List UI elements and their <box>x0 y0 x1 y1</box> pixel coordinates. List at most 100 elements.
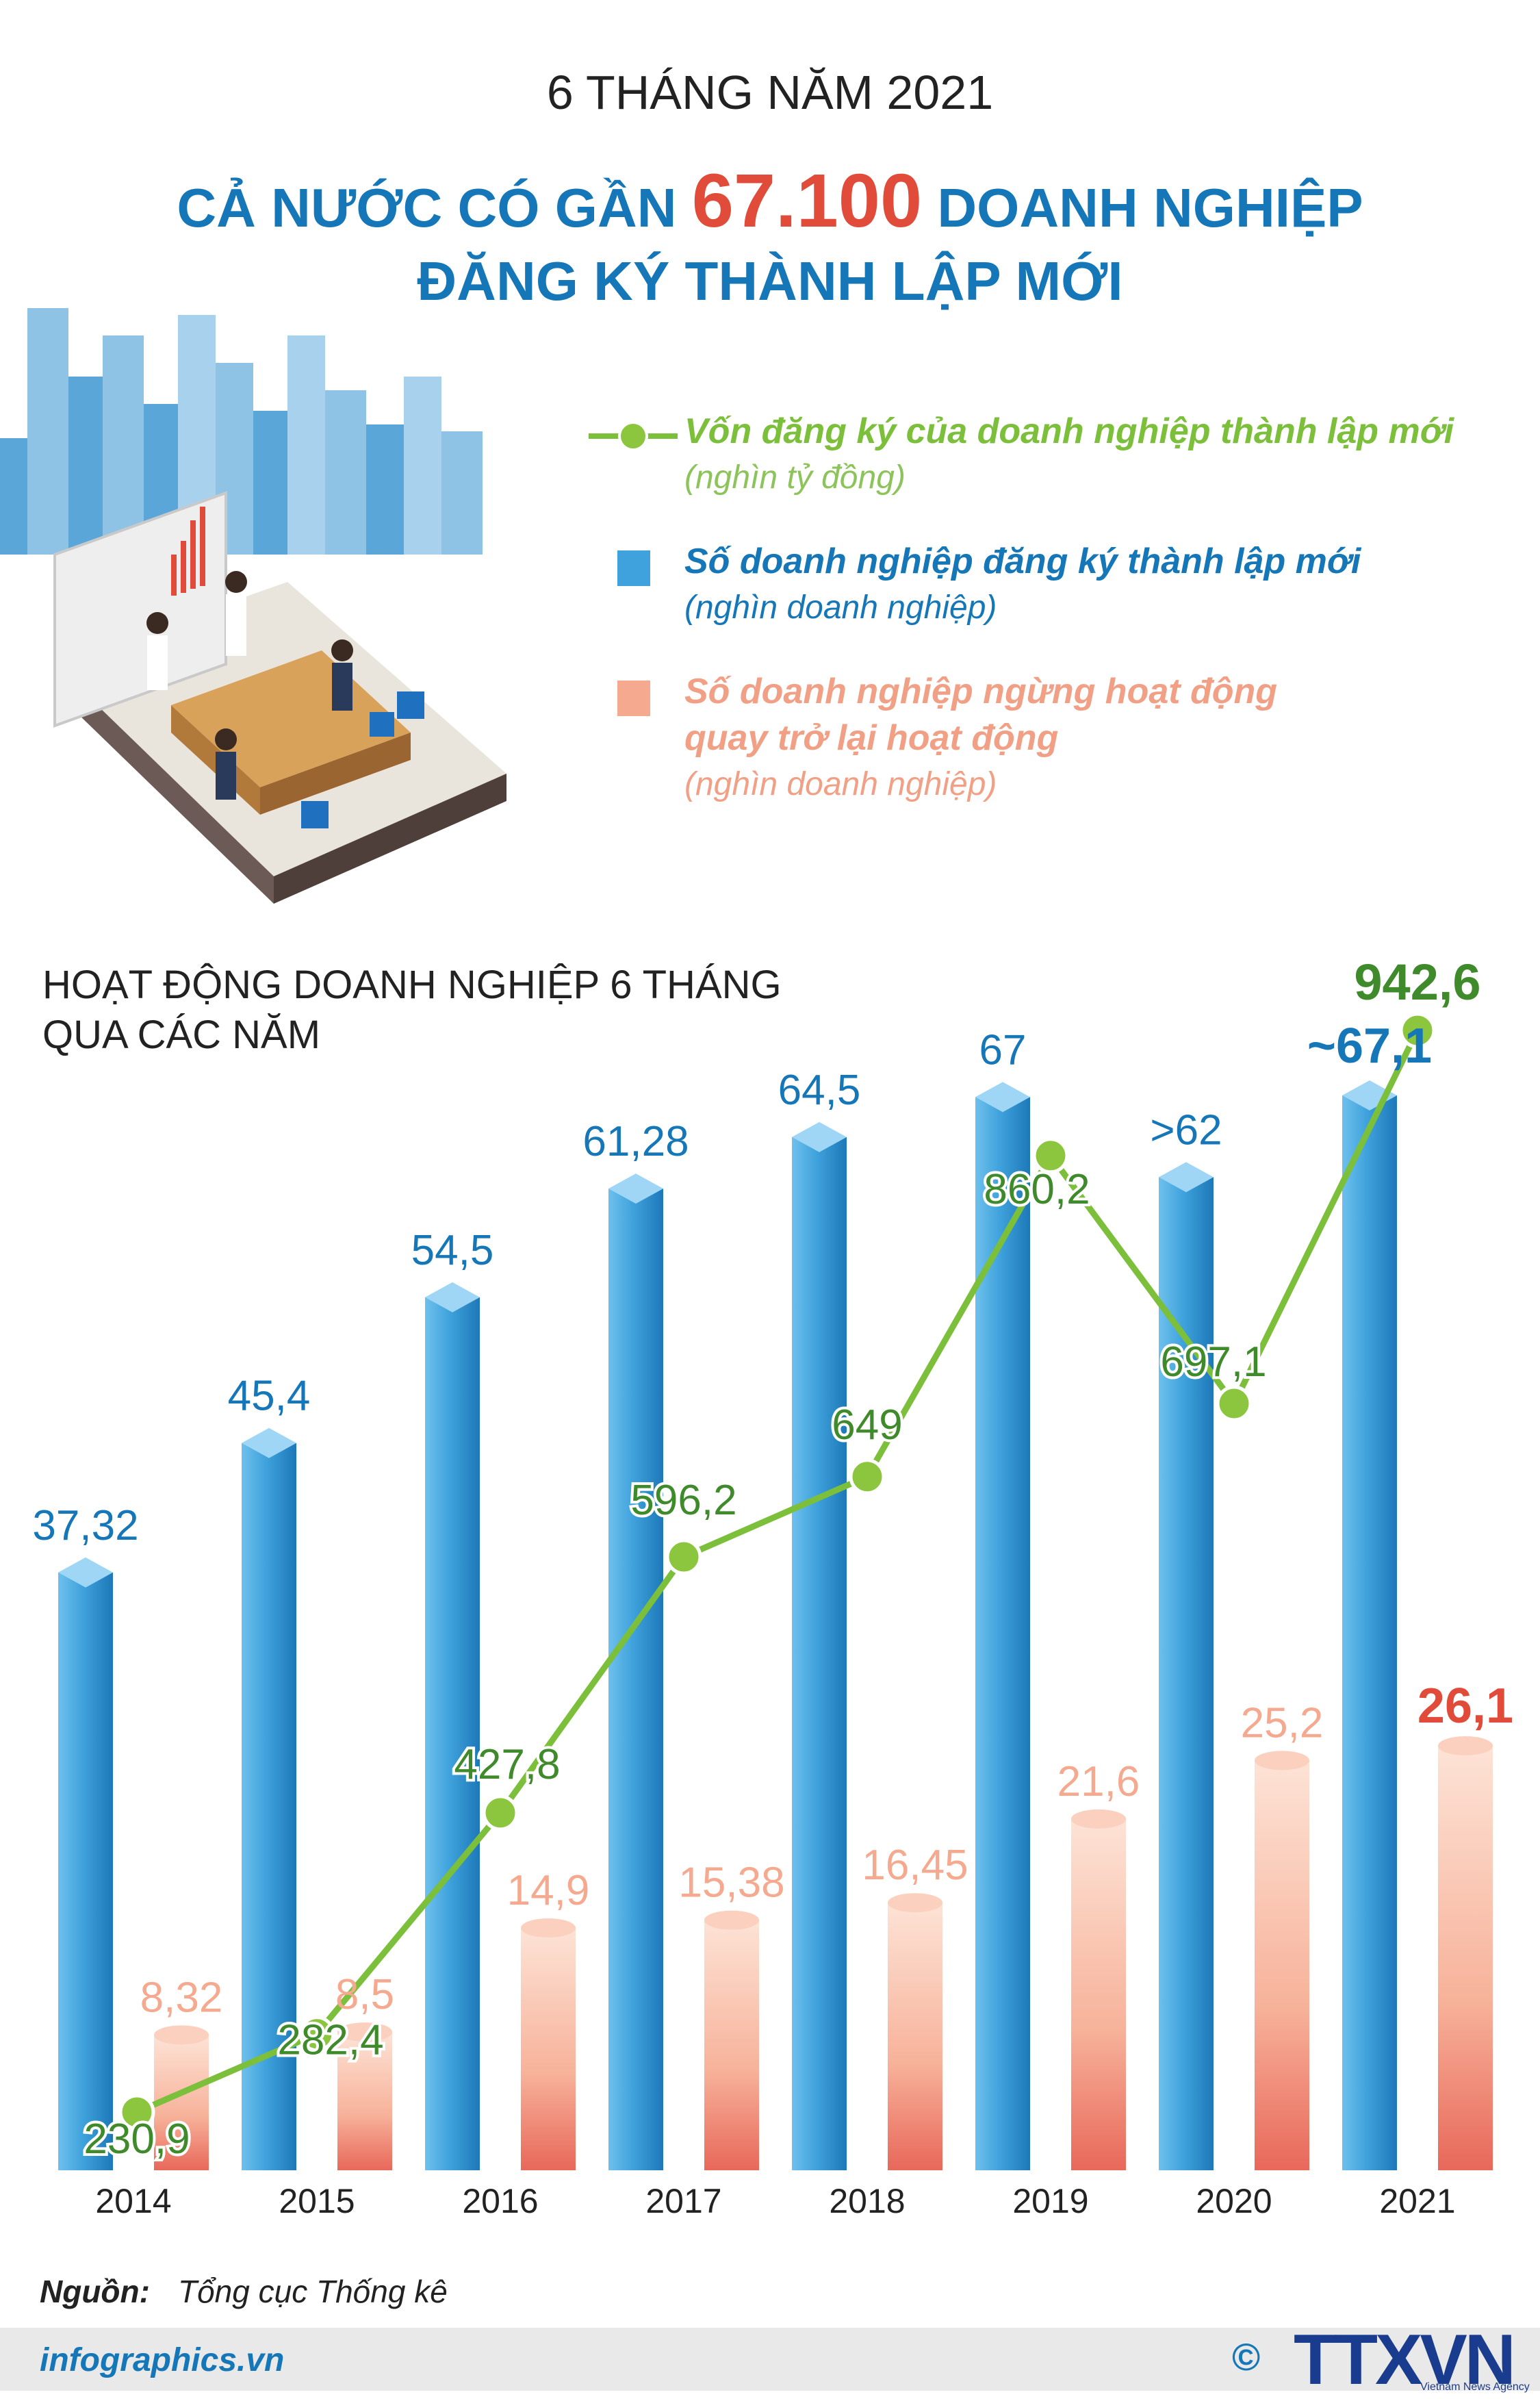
bar-blue-top-2015 <box>242 1427 296 1458</box>
label-blue-2020: >62 <box>1150 1106 1222 1154</box>
headline-line2: ĐĂNG KÝ THÀNH LẬP MỚI <box>417 251 1123 312</box>
headline: CẢ NƯỚC CÓ GẦN 67.100 DOANH NGHIỆP <box>0 157 1540 244</box>
site-link[interactable]: infographics.vn <box>40 2342 285 2378</box>
label-pink-2018: 16,45 <box>862 1842 968 1889</box>
capital-point-2014 <box>118 2094 155 2131</box>
label-pink-2015: 8,5 <box>335 1971 394 2018</box>
tick-label-2021: 2021 <box>1379 2182 1455 2220</box>
capital-point-2016 <box>482 1794 519 1831</box>
bar-blue-2016 <box>425 1297 480 2170</box>
label-capital-2015: 282,4 <box>277 2017 383 2064</box>
label-pink-2017: 15,38 <box>678 1859 784 1907</box>
capital-point-2017 <box>665 1538 702 1575</box>
bar-blue-top-2020 <box>1159 1162 1214 1193</box>
capital-point-2021 <box>1399 1012 1436 1049</box>
label-blue-2021: ~67,1 <box>1307 1019 1432 1074</box>
label-capital-2020: 697,1 <box>1160 1338 1266 1386</box>
label-capital-2017: 596,2 <box>630 1477 736 1524</box>
bar-pink-top-2021 <box>1438 1736 1493 1755</box>
bar-pink-2016 <box>521 1928 576 2170</box>
tick-label-2015: 2015 <box>279 2182 355 2220</box>
bar-pink-top-2017 <box>704 1910 759 1930</box>
tick-label-2020: 2020 <box>1196 2182 1272 2220</box>
chart-title-line2: QUA CÁC NĂM <box>42 1013 321 1057</box>
label-capital-2014: 230,9 <box>84 2116 190 2163</box>
supertitle: 6 THÁNG NĂM 2021 <box>546 66 994 119</box>
bar-blue-2018 <box>792 1136 847 2170</box>
headline-pre: CẢ NƯỚC CÓ GẦN <box>177 177 692 238</box>
data-labels: 37,32 8,32 45,4 8,5 54,5 14,9 61,28 15,38 64,5 16… <box>32 954 1513 2165</box>
bars-blue <box>58 1080 1397 2170</box>
footer-bar <box>0 2328 1540 2391</box>
source-label: Nguồn: <box>40 2274 150 2309</box>
legend-blue-unit: (nghìn doanh nghiệp) <box>684 589 997 626</box>
label-capital-2019: 860,2 <box>984 1166 1090 1213</box>
label-capital-2016: 427,8 <box>454 1741 560 1788</box>
bar-pink-2019 <box>1071 1818 1126 2170</box>
capital-point-2019 <box>1032 1137 1069 1174</box>
bar-pink-2018 <box>888 1903 942 2170</box>
tick-label-2019: 2019 <box>1012 2182 1088 2220</box>
capital-line <box>118 1012 1436 2131</box>
bar-blue-2020 <box>1159 1177 1214 2170</box>
capital-point-2015 <box>298 2016 335 2053</box>
label-blue-2017: 61,28 <box>582 1118 689 1165</box>
capital-point-2020 <box>1216 1385 1253 1422</box>
bar-blue-top-2014 <box>58 1557 113 1588</box>
legend-blue-title: Số doanh nghiệp đăng ký thành lập mới <box>684 542 1361 581</box>
label-blue-2014: 37,32 <box>32 1502 138 1549</box>
capital-point-2018 <box>849 1458 886 1495</box>
bar-blue-top-2019 <box>975 1082 1030 1113</box>
bar-pink-2021 <box>1438 1746 1493 2170</box>
capital-line-path <box>136 1029 1421 2116</box>
chairs <box>301 691 424 828</box>
board-chart <box>171 507 205 596</box>
legend-pink-swatch <box>617 681 650 716</box>
bar-blue-2014 <box>58 1572 113 2170</box>
agency-logo: TTXVN <box>1294 2320 1516 2400</box>
label-pink-2021: 26,1 <box>1417 1679 1513 1733</box>
tick-label-2014: 2014 <box>95 2182 171 2220</box>
label-pink-2016: 14,9 <box>507 1867 590 1914</box>
chart-title: HOẠT ĐỘNG DOANH NGHIỆP 6 THÁNG <box>42 963 782 1007</box>
label-blue-2018: 64,5 <box>778 1067 861 1114</box>
bar-pink-top-2019 <box>1071 1809 1126 1829</box>
bar-blue-2017 <box>608 1189 663 2170</box>
label-blue-2016: 54,5 <box>411 1227 494 1274</box>
headline-post: DOANH NGHIỆP <box>922 177 1363 238</box>
bar-pink-top-2018 <box>888 1893 942 1913</box>
office-illustration <box>0 308 506 904</box>
legend-line-swatch <box>589 421 678 451</box>
legend-line-title: Vốn đăng ký của doanh nghiệp thành lập m… <box>684 411 1454 451</box>
bar-pink-top-2015 <box>337 2022 392 2042</box>
bar-pink-top-2020 <box>1255 1751 1309 1770</box>
label-pink-2014: 8,32 <box>140 1974 223 2021</box>
legend-pink-title-line2: quay trở lại hoạt động <box>684 718 1059 758</box>
bar-blue-2021 <box>1342 1095 1397 2170</box>
label-pink-2019: 21,6 <box>1057 1758 1140 1805</box>
bar-blue-top-2017 <box>608 1173 663 1204</box>
label-pink-2020: 25,2 <box>1241 1699 1324 1746</box>
bar-pink-top-2016 <box>521 1918 576 1938</box>
bar-blue-2019 <box>975 1097 1030 2170</box>
headline-number: 67.100 <box>691 159 923 243</box>
label-capital-2018: 649 <box>832 1401 902 1449</box>
source-text: Tổng cục Thống kê <box>178 2274 448 2309</box>
people <box>146 571 353 800</box>
label-blue-2015: 45,4 <box>228 1373 311 1420</box>
bar-blue-top-2016 <box>425 1282 480 1312</box>
bar-pink-2017 <box>704 1920 759 2170</box>
x-axis: 2014 2015 2016 2017 2018 2019 2020 2021 <box>95 2182 1455 2220</box>
legend-pink-unit: (nghìn doanh nghiệp) <box>684 766 997 802</box>
legend-pink-title: Số doanh nghiệp ngừng hoạt động <box>684 672 1278 711</box>
bar-pink-2015 <box>337 2032 392 2170</box>
legend-blue-swatch <box>617 550 650 586</box>
bar-pink-top-2014 <box>154 2025 209 2045</box>
legend-line-unit: (nghìn tỷ đồng) <box>684 459 906 496</box>
tick-label-2018: 2018 <box>829 2182 905 2220</box>
label-capital-2021: 942,6 <box>1354 954 1480 1011</box>
tick-label-2017: 2017 <box>645 2182 721 2220</box>
copyright-icon: © <box>1232 2335 1261 2378</box>
bars-pink <box>154 1736 1493 2170</box>
